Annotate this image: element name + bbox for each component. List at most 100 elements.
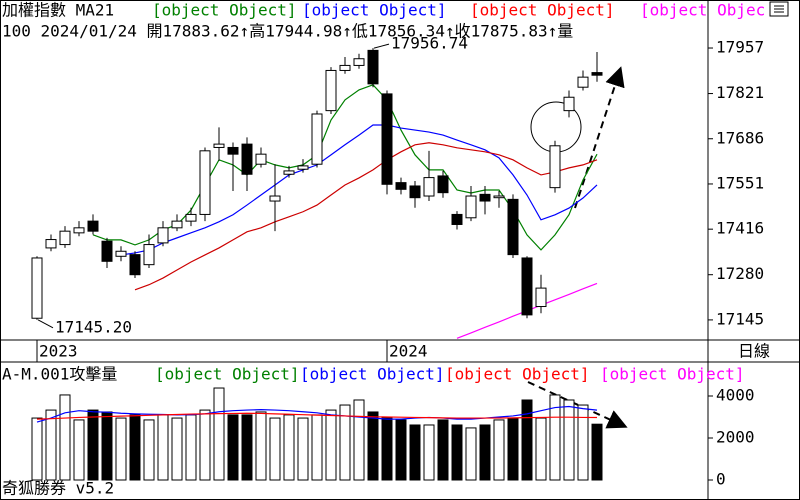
volume-bar [73,419,85,481]
candle-body [437,175,449,194]
y-tick-label: 17280 [716,264,764,283]
candle-body [353,58,365,66]
volume-bar [479,424,491,481]
candle-body [395,182,407,190]
candle-body [129,254,141,276]
volume-bar [241,414,253,481]
candle-body [325,69,337,112]
candle-body [241,143,253,175]
candle-body [563,96,575,112]
legend-entry: [object Object] [470,1,615,20]
candle-body [269,195,281,202]
volume-bar [507,417,519,481]
y-tick-label: 2000 [716,428,755,447]
candle-body [157,227,169,244]
volume-title: A-M.001攻擊量 [2,365,117,384]
volume-bar [59,394,71,481]
candle-body [479,193,491,202]
volume-bar [45,409,57,481]
candle-body [255,153,267,165]
candle-body [507,198,519,256]
candle-body [549,145,561,189]
volume-bar [409,424,421,481]
volume-bar [577,404,589,481]
candle-body [199,150,211,215]
volume-bar [255,411,267,481]
volume-bar [283,414,295,481]
candle-body [185,213,197,222]
volume-bar [185,414,197,481]
volume-bar [311,414,323,481]
y-tick-label: 17821 [716,83,764,102]
legend-entry: [object Object] [155,365,300,384]
volume-bar [129,414,141,481]
volume-bar [591,423,603,481]
candle-body [465,195,477,219]
candle-body [59,230,71,246]
candle-body [423,177,435,197]
annotation: 17956.74 [391,34,468,53]
candle-body [451,213,463,225]
quote-info: 100 2024/01/24 開17883.62↑高17944.98↑低1785… [2,22,573,41]
volume-bar [549,394,561,481]
volume-bar [563,399,575,481]
candle-body [591,72,603,76]
legend-entry: [object Object] [300,365,445,384]
volume-bar [297,417,309,481]
volume-bar [199,409,211,481]
volume-bar [227,414,239,481]
candle-body [297,165,309,170]
candle-body [339,64,351,71]
candle-body [493,195,505,199]
ma-line [120,124,598,256]
y-tick-label: 17145 [716,309,764,328]
y-tick-label: 4000 [716,386,755,405]
legend-entry: [object Object] [152,1,297,20]
candle-body [283,170,295,175]
candle-body [577,76,589,88]
candle-body [87,220,99,232]
legend-entry: [object Object] [600,365,745,384]
y-tick-label: 17686 [716,128,764,147]
y-tick-label: 0 [716,470,726,489]
volume-bar [87,409,99,481]
volume-bar [465,427,477,481]
menu-icon [774,5,784,13]
volume-bar [339,404,351,481]
volume-bar [367,411,379,481]
volume-bar [115,417,127,481]
annotation-leader [37,319,54,329]
trend-arrow [574,66,625,209]
candle-body [521,257,533,316]
candle-body [115,250,127,257]
ma-line [36,405,598,423]
y-tick-label: 17551 [716,173,764,192]
ma-line [36,412,598,420]
candle-body [311,113,323,165]
period-label[interactable]: 日線 [738,342,770,361]
volume-bar [213,387,225,481]
chart-title: 加權指數 MA21 [2,1,114,20]
candle-body [101,240,113,262]
candle-body [535,287,547,308]
legend-entry: [object Object] [640,1,785,20]
candle-body [381,93,393,185]
volume-bar [157,414,169,481]
candle-body [213,143,225,148]
candle-body [73,227,85,234]
volume-bar [353,399,365,481]
volume-bar [269,417,281,481]
volume-bar [101,411,113,481]
volume-bar [31,417,43,481]
candle-body [367,49,379,85]
legend-entry: [object Object] [445,365,590,384]
volume-bar [143,419,155,481]
legend-entry: [object Object] [302,1,447,20]
volume-bar [493,419,505,481]
volume-bar [423,424,435,481]
header: 加權指數 MA21 100 2024/01/24 開17883.62↑高1794… [2,1,785,41]
annotation: 17145.20 [55,317,132,336]
y-tick-label: 17416 [716,219,764,238]
ma-line [134,142,598,291]
